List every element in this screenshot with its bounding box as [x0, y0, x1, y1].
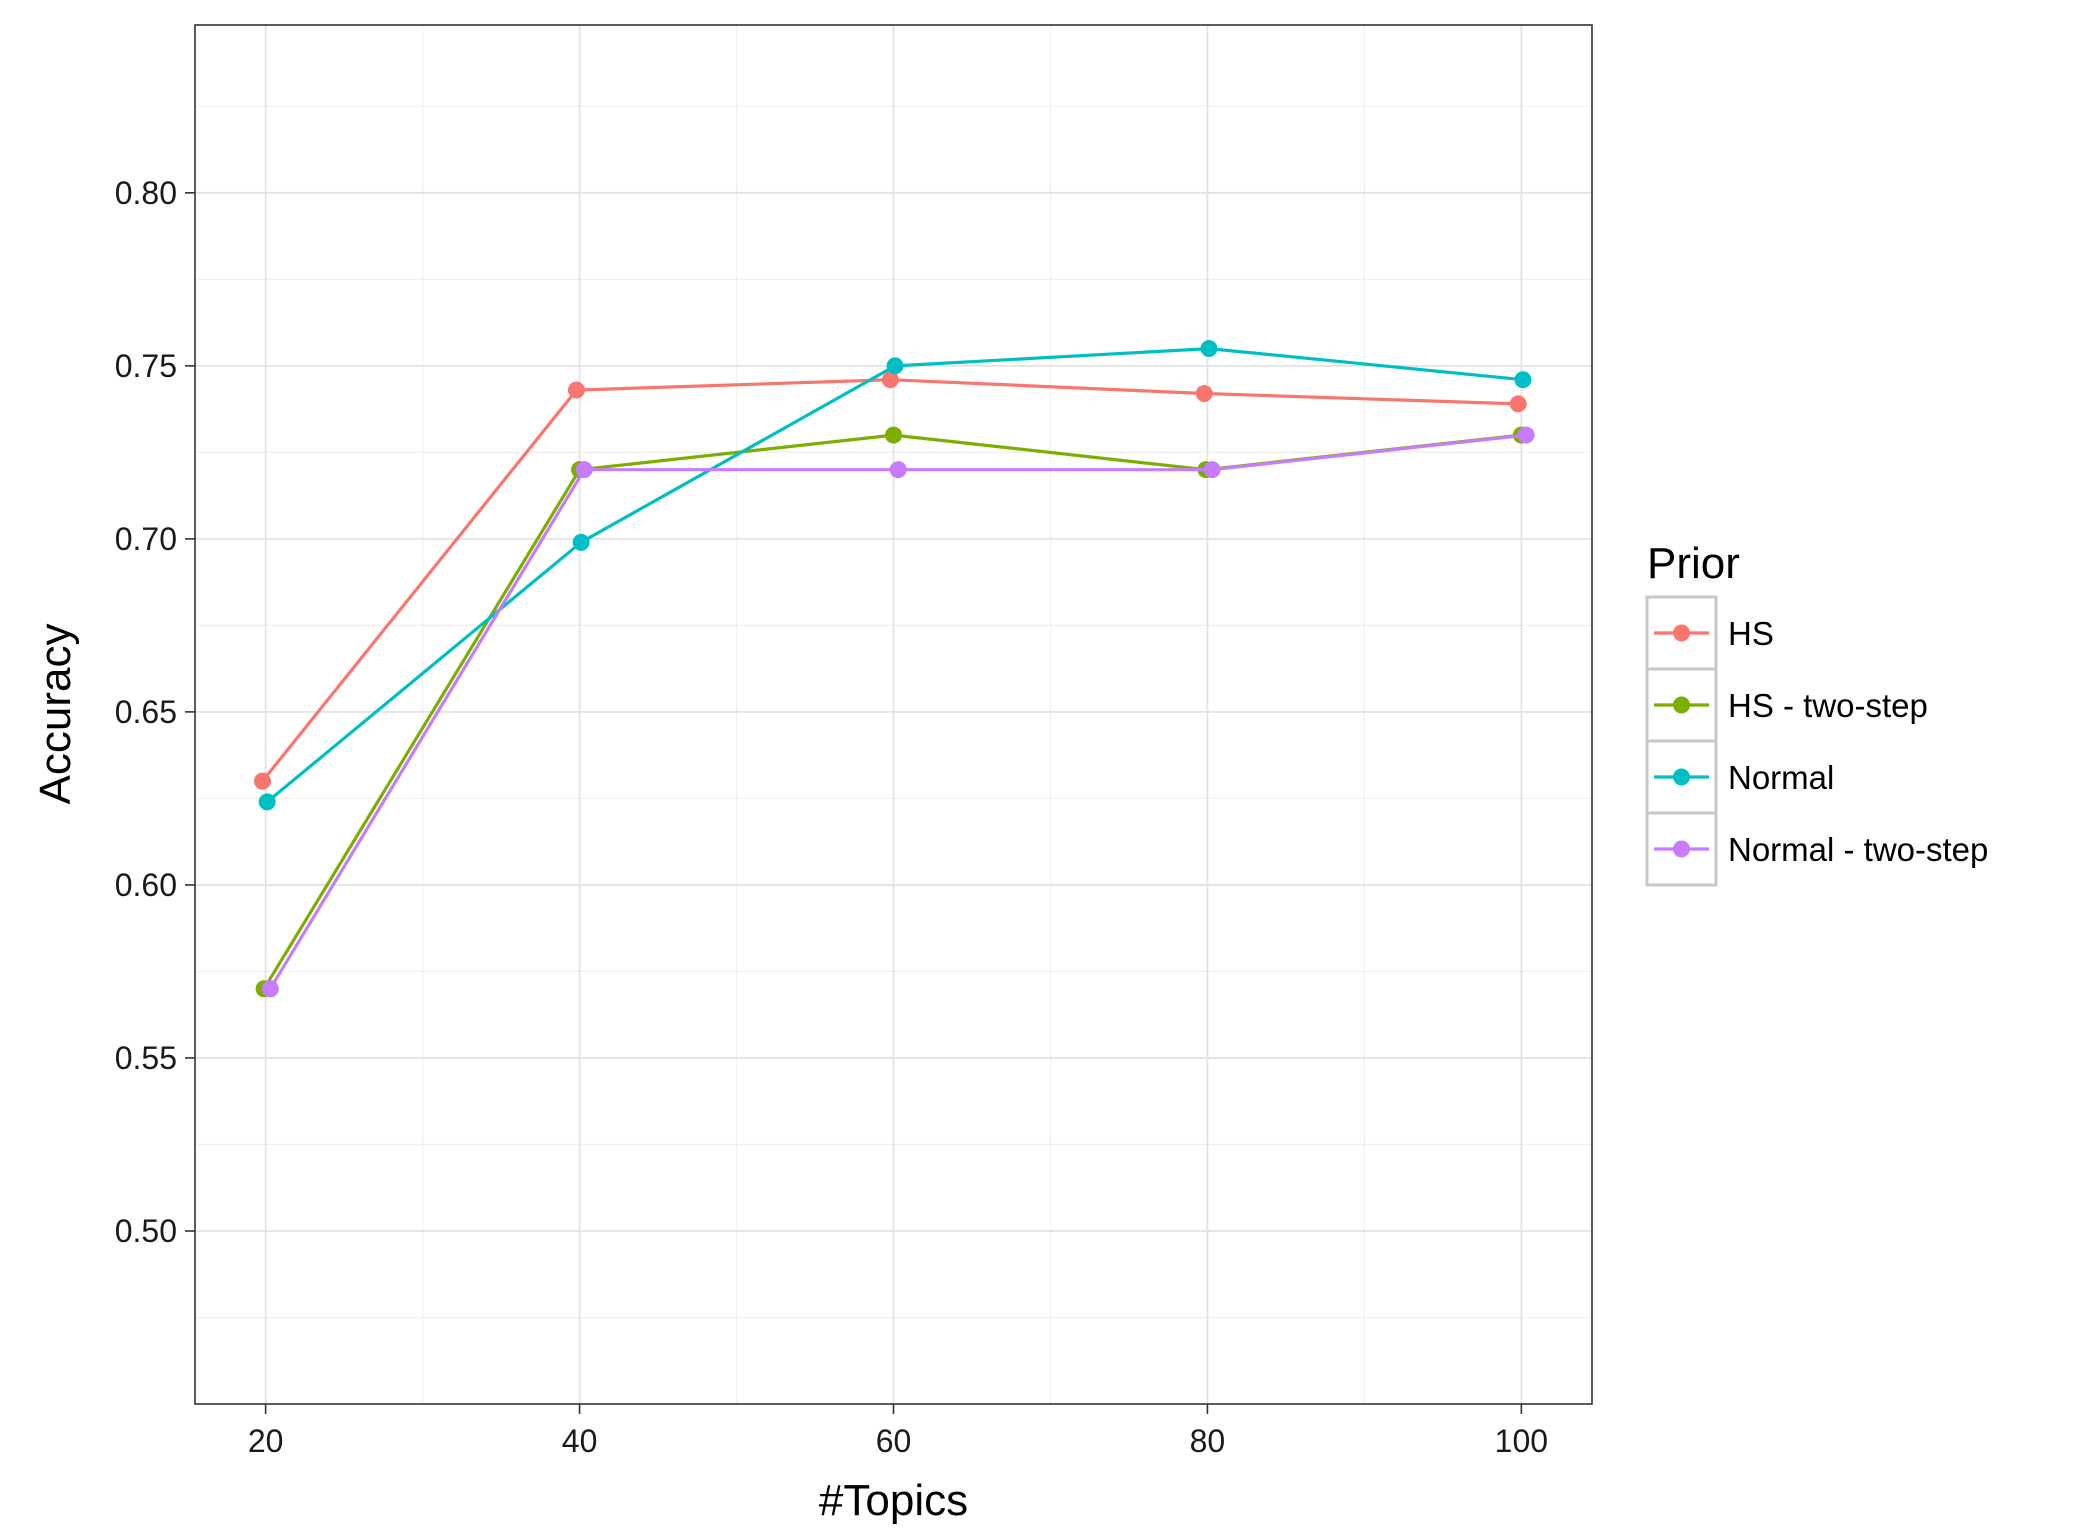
y-tick-label: 0.55 [115, 1040, 177, 1076]
data-point-normal [1200, 340, 1218, 358]
y-tick-label: 0.70 [115, 521, 177, 557]
legend-item-normal: Normal [1645, 739, 1834, 815]
legend-label: HS - two-step [1728, 687, 1928, 724]
y-tick-label: 0.75 [115, 348, 177, 384]
legend-item-hs: HS [1645, 595, 1774, 671]
series-normal [258, 340, 1532, 811]
data-point-normal-two-step [1203, 461, 1221, 479]
y-tick-label: 0.50 [115, 1213, 177, 1249]
legend-label: HS [1728, 615, 1774, 652]
series-hs [253, 371, 1527, 790]
legend-item-normal-two-step: Normal - two-step [1645, 811, 1988, 887]
data-point-hs [1195, 385, 1213, 403]
x-axis-title: #Topics [819, 1476, 968, 1525]
x-tick-label: 20 [248, 1423, 284, 1459]
x-tick-label: 100 [1495, 1423, 1548, 1459]
legend-items: HS HS - two-step Normal Normal - two-step [1645, 595, 1988, 887]
x-tick-label: 40 [562, 1423, 598, 1459]
axes: 0.50 0.55 0.60 0.65 0.70 0.75 0.80 20 40 60 80 100 [115, 175, 1548, 1459]
data-point-normal-two-step [889, 461, 907, 479]
legend-key-point [1673, 624, 1690, 642]
data-point-normal [1514, 371, 1532, 389]
legend-key-point [1673, 768, 1690, 786]
data-point-normal-two-step [575, 461, 593, 479]
legend-title: Prior [1647, 539, 1740, 588]
data-point-hs [253, 772, 271, 790]
legend-label: Normal [1728, 759, 1834, 796]
y-tick-label: 0.65 [115, 694, 177, 730]
y-tick-label: 0.80 [115, 175, 177, 211]
legend-key-point [1673, 840, 1690, 858]
data-point-hs [567, 381, 585, 399]
series-normal-two-step [261, 426, 1535, 998]
legend: Prior HS HS - two-step Normal Normal - two-… [1645, 539, 1988, 887]
data-point-hs [881, 371, 899, 389]
data-point-normal-two-step [261, 980, 279, 998]
data-point-normal [886, 357, 904, 375]
grid-lines [195, 25, 1592, 1404]
data-series [253, 340, 1535, 998]
data-point-normal-two-step [1517, 426, 1535, 444]
data-point-normal [572, 533, 590, 551]
x-tick-label: 60 [876, 1423, 912, 1459]
legend-item-hs-two-step: HS - two-step [1645, 667, 1928, 743]
data-point-hs [1509, 395, 1527, 413]
y-tick-label: 0.60 [115, 867, 177, 903]
data-point-normal [258, 793, 276, 811]
data-point-hs-two-step [885, 426, 902, 444]
y-axis-title: Accuracy [31, 624, 80, 805]
x-tick-label: 80 [1190, 1423, 1226, 1459]
legend-key-point [1673, 696, 1690, 714]
legend-label: Normal - two-step [1728, 831, 1988, 868]
